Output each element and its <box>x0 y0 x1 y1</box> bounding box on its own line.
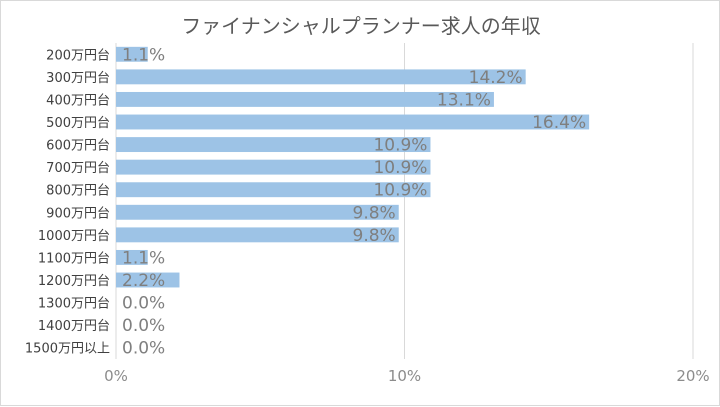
category-label: 1100万円台 <box>38 251 110 266</box>
bars <box>116 46 590 288</box>
bar <box>116 69 526 85</box>
category-label: 1300万円台 <box>38 297 110 312</box>
data-label: 10.9% <box>373 158 427 178</box>
x-axis-tick-labels: 0% 10% 20% <box>104 367 710 385</box>
bar <box>116 114 590 130</box>
bar <box>116 91 494 107</box>
x-tick-label: 10% <box>388 367 421 385</box>
data-label: 0.0% <box>122 316 165 336</box>
category-label: 400万円台 <box>46 93 110 108</box>
data-label: 10.9% <box>373 136 427 156</box>
bar <box>116 272 180 288</box>
data-labels: 1.1%14.2%13.1%16.4%10.9%10.9%10.9%9.8%9.… <box>122 45 586 358</box>
data-label: 0.0% <box>122 294 165 314</box>
category-labels: 200万円台 300万円台 400万円台 500万円台 600万円台 700万円台 800万… <box>25 48 110 356</box>
data-label: 0.0% <box>122 339 165 359</box>
data-label: 13.1% <box>437 90 491 110</box>
category-label: 900万円台 <box>46 206 110 221</box>
chart-title: ファイナンシャルプランナー求人の年収 <box>181 14 541 38</box>
bar <box>116 249 148 265</box>
gridlines <box>115 43 694 359</box>
data-label: 16.4% <box>532 113 586 133</box>
bar <box>116 159 431 175</box>
bar <box>116 204 399 220</box>
bar <box>116 46 148 62</box>
x-tick-label: 0% <box>104 367 128 385</box>
data-label: 2.2% <box>122 271 165 291</box>
bar <box>116 137 431 153</box>
data-label: 1.1% <box>122 45 165 65</box>
x-tick-label: 20% <box>676 367 709 385</box>
bar <box>116 227 399 243</box>
category-label: 300万円台 <box>46 71 110 86</box>
data-label: 14.2% <box>469 68 523 88</box>
data-label: 1.1% <box>122 248 165 268</box>
data-label: 10.9% <box>373 181 427 201</box>
bar <box>116 182 431 198</box>
category-label: 1500万円以上 <box>25 342 110 357</box>
category-label: 500万円台 <box>46 116 110 131</box>
category-label: 700万円台 <box>46 161 110 176</box>
category-label: 600万円台 <box>46 139 110 154</box>
category-label: 1000万円台 <box>38 229 110 244</box>
category-label: 200万円台 <box>46 48 110 63</box>
category-label: 800万円台 <box>46 184 110 199</box>
category-label: 1200万円台 <box>38 274 110 289</box>
data-label: 9.8% <box>353 226 396 246</box>
category-label: 1400万円台 <box>38 319 110 334</box>
data-label: 9.8% <box>353 203 396 223</box>
